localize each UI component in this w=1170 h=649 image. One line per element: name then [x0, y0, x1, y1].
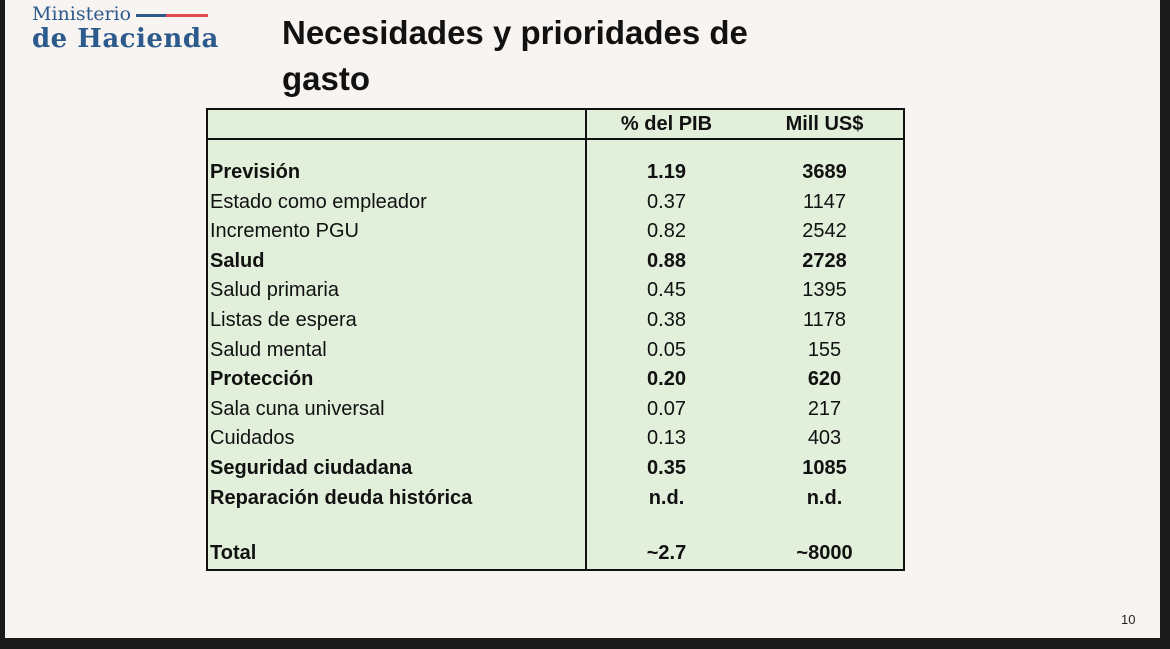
table-row: Salud mental 0.05 155 [207, 335, 904, 366]
row-pib: 0.45 [647, 279, 686, 302]
logo-line1: Ministerio [32, 3, 132, 25]
spacer-cell [746, 513, 904, 539]
header-label [207, 109, 587, 140]
row-pib: n.d. [648, 486, 685, 509]
row-label: Seguridad ciudadana [207, 453, 587, 484]
row-mill: 2728 [802, 249, 847, 272]
row-label: Salud [207, 246, 587, 277]
total-pib: ~2.7 [646, 542, 687, 565]
row-pib: 0.38 [647, 308, 686, 331]
row-mill: 1147 [802, 190, 846, 213]
row-pib: 1.19 [647, 161, 686, 183]
row-pib: 0.20 [647, 368, 686, 391]
row-mill: n.d. [806, 486, 843, 509]
row-pib: 0.07 [647, 397, 686, 420]
row-label: Previsión [207, 158, 587, 188]
spacer-row [207, 513, 904, 540]
row-label: Sala cuna universal [207, 394, 587, 425]
row-label: Estado como empleador [207, 187, 587, 218]
row-pib: 0.05 [647, 338, 686, 361]
table-row: Estado como empleador 0.37 1147 [207, 187, 904, 218]
table-row: Sala cuna universal 0.07 217 [207, 394, 904, 425]
row-pib: 0.37 [647, 190, 686, 213]
ministerio-logo: Ministerio de Hacienda [32, 3, 219, 53]
table-row: Salud 0.88 2728 [207, 246, 904, 277]
logo-stripes [136, 14, 209, 17]
row-mill: 620 [807, 368, 842, 391]
total-label: Total [207, 539, 587, 570]
table-row: Cuidados 0.13 403 [207, 424, 904, 454]
slide: Ministerio de Hacienda Necesidades y pri… [5, 0, 1160, 638]
row-label: Reparación deuda histórica [207, 483, 587, 514]
table-row: Protección 0.20 620 [207, 365, 904, 395]
slide-title: Necesidades y prioridades de gasto [282, 14, 748, 97]
row-pib: 0.88 [647, 249, 686, 272]
spacer-cell [207, 513, 587, 540]
row-label: Protección [207, 365, 587, 395]
total-row: Total ~2.7 ~8000 [207, 539, 904, 570]
row-mill: 1395 [802, 279, 847, 302]
table-row: Listas de espera 0.38 1178 [207, 305, 904, 336]
row-label: Cuidados [207, 424, 587, 454]
row-pib: 0.82 [647, 220, 686, 243]
table-row: Seguridad ciudadana 0.35 1085 [207, 453, 904, 484]
total-mill: ~8000 [796, 542, 853, 565]
table-header-row: % del PIB Mill US$ [207, 109, 904, 140]
row-mill: 217 [807, 397, 842, 420]
spacer-cell [586, 513, 746, 539]
header-pib: % del PIB [586, 109, 746, 140]
row-mill: 403 [807, 427, 842, 450]
page-number: 10 [1121, 612, 1136, 627]
row-label: Listas de espera [207, 305, 587, 336]
row-pib: 0.35 [647, 456, 686, 479]
row-mill: 3689 [802, 161, 847, 183]
table-row: Salud primaria 0.45 1395 [207, 276, 904, 306]
spending-table: % del PIB Mill US$ Previsión 1.19 3689 Esta… [206, 108, 905, 571]
row-mill: 1085 [802, 456, 847, 479]
row-pib: 0.13 [647, 427, 686, 450]
table-row: Reparación deuda histórica n.d. n.d. [207, 483, 904, 514]
table-row: Incremento PGU 0.82 2542 [207, 217, 904, 247]
table-row: Previsión 1.19 3689 [207, 158, 904, 188]
row-label: Incremento PGU [207, 217, 587, 247]
row-mill: 2542 [802, 220, 847, 243]
row-mill: 155 [807, 338, 842, 361]
row-mill: 1178 [802, 308, 846, 331]
spacer-row [207, 139, 904, 158]
row-label: Salud mental [207, 335, 587, 366]
header-mill: Mill US$ [746, 109, 904, 140]
logo-line2: de Hacienda [32, 24, 219, 54]
row-label: Salud primaria [207, 276, 587, 306]
